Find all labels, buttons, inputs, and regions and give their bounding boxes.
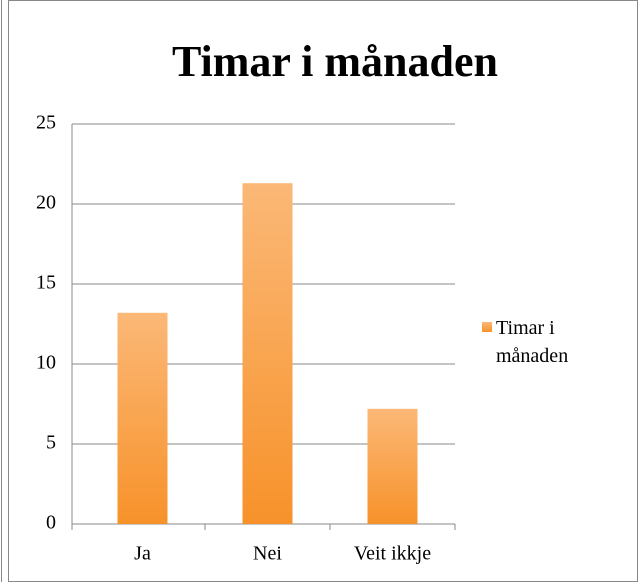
x-tick-label: Nei bbox=[253, 543, 282, 565]
y-tick-label: 20 bbox=[36, 192, 56, 214]
x-tick-label: Veit ikkje bbox=[354, 543, 431, 565]
chart-title: Timar i månaden bbox=[172, 37, 498, 86]
legend-swatch bbox=[482, 322, 492, 332]
legend-label: Timar i månaden bbox=[496, 317, 569, 367]
chart-frame bbox=[8, 0, 638, 582]
bar bbox=[242, 183, 293, 524]
y-tick-label: 5 bbox=[46, 432, 56, 454]
bar bbox=[117, 312, 168, 524]
y-tick-label: 15 bbox=[36, 272, 56, 294]
x-tick-label: Ja bbox=[134, 543, 151, 565]
bar bbox=[367, 408, 418, 524]
legend-item: Timar i månaden bbox=[496, 317, 569, 367]
y-tick-label: 0 bbox=[46, 512, 56, 534]
y-tick-label: 25 bbox=[36, 112, 56, 134]
y-tick-label: 10 bbox=[36, 352, 56, 374]
